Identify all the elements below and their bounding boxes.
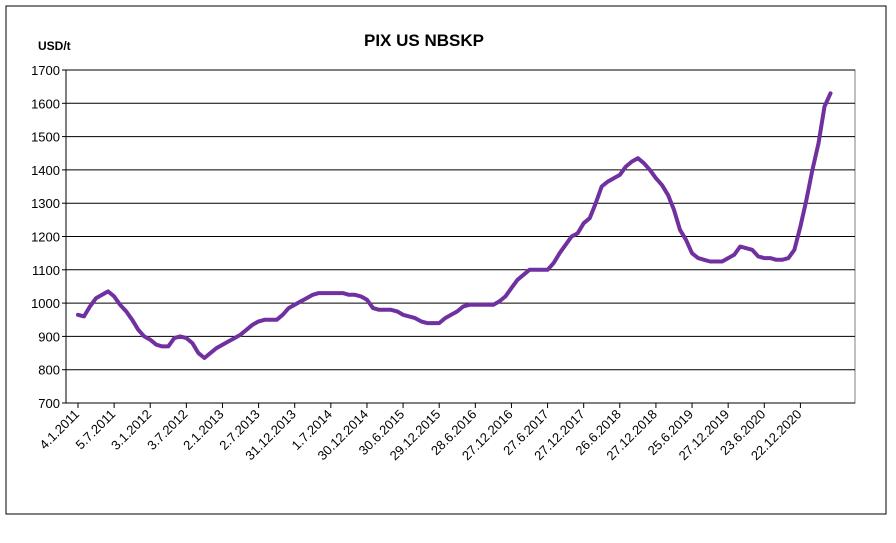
data-line xyxy=(76,91,833,360)
y-tick-label: 1600 xyxy=(31,96,60,111)
y-tick-label: 900 xyxy=(38,329,60,344)
y-tick-label: 700 xyxy=(38,396,60,411)
chart-title: PIX US NBSKP xyxy=(364,31,484,50)
y-axis-label: USD/t xyxy=(38,39,71,53)
y-tick-label: 1300 xyxy=(31,196,60,211)
y-tick-label: 1200 xyxy=(31,230,60,245)
y-tick-label: 1400 xyxy=(31,163,60,178)
y-tick-label: 1100 xyxy=(32,263,60,278)
y-tick-label: 1500 xyxy=(31,130,60,145)
y-tick-label: 1000 xyxy=(31,296,60,311)
y-tick-label: 800 xyxy=(38,363,60,378)
y-tick-label: 1700 xyxy=(31,63,60,78)
